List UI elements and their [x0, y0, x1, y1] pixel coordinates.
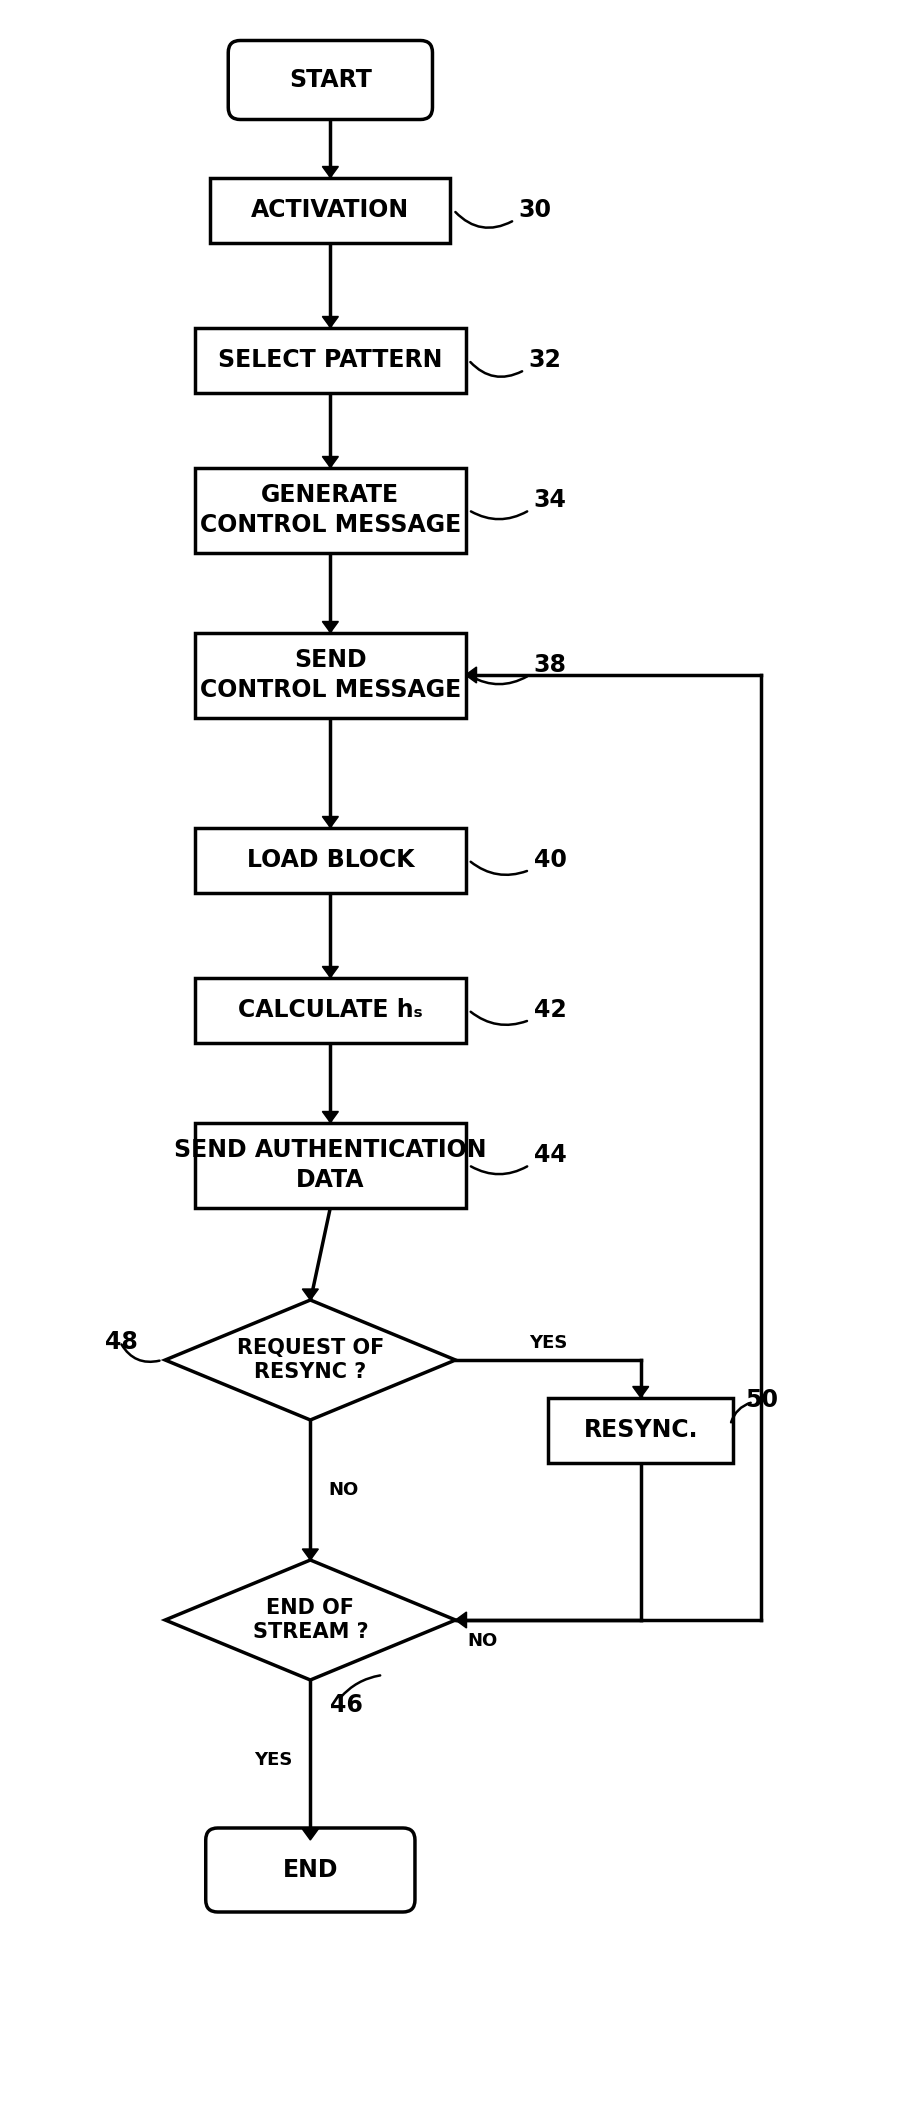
Text: 34: 34 [533, 487, 566, 513]
Text: 50: 50 [744, 1389, 777, 1412]
Polygon shape [465, 666, 476, 683]
Polygon shape [302, 1548, 318, 1561]
FancyBboxPatch shape [206, 1828, 414, 1912]
Polygon shape [302, 1290, 318, 1301]
Text: 46: 46 [330, 1693, 363, 1717]
Text: 30: 30 [518, 197, 551, 223]
Text: 38: 38 [533, 653, 566, 677]
Bar [210, 176, 450, 242]
Text: LOAD BLOCK: LOAD BLOCK [247, 849, 414, 872]
Polygon shape [455, 1611, 466, 1628]
Polygon shape [165, 1561, 455, 1681]
Polygon shape [322, 622, 338, 632]
Text: ACTIVATION: ACTIVATION [251, 197, 409, 223]
Text: 44: 44 [533, 1143, 565, 1166]
Bar [195, 1122, 465, 1208]
Text: RESYNC.: RESYNC. [582, 1418, 697, 1441]
Polygon shape [165, 1301, 455, 1420]
Bar [547, 1397, 732, 1462]
Text: 42: 42 [533, 998, 565, 1021]
Text: CALCULATE hₛ: CALCULATE hₛ [237, 998, 423, 1021]
Bar [195, 469, 465, 553]
Bar [195, 328, 465, 393]
Bar [195, 828, 465, 893]
Bar [195, 977, 465, 1042]
Polygon shape [322, 317, 338, 328]
Polygon shape [322, 966, 338, 977]
Polygon shape [322, 456, 338, 469]
Polygon shape [322, 1111, 338, 1122]
Text: 48: 48 [105, 1330, 138, 1353]
Text: END: END [283, 1857, 338, 1882]
Text: SEND
CONTROL MESSAGE: SEND CONTROL MESSAGE [200, 647, 461, 702]
Text: START: START [289, 67, 371, 92]
Text: NO: NO [467, 1632, 498, 1649]
Polygon shape [322, 166, 338, 176]
Polygon shape [632, 1387, 648, 1397]
FancyBboxPatch shape [228, 40, 432, 120]
Polygon shape [322, 817, 338, 828]
Text: SELECT PATTERN: SELECT PATTERN [218, 349, 442, 372]
Polygon shape [302, 1830, 318, 1840]
Text: SEND AUTHENTICATION
DATA: SEND AUTHENTICATION DATA [174, 1139, 486, 1191]
Text: END OF
STREAM ?: END OF STREAM ? [252, 1597, 368, 1643]
Text: YES: YES [528, 1334, 567, 1353]
Text: YES: YES [254, 1750, 292, 1769]
Bar [195, 632, 465, 719]
Text: REQUEST OF
RESYNC ?: REQUEST OF RESYNC ? [237, 1338, 384, 1382]
Text: NO: NO [328, 1481, 358, 1498]
Text: GENERATE
CONTROL MESSAGE: GENERATE CONTROL MESSAGE [200, 483, 461, 538]
Text: 32: 32 [528, 349, 561, 372]
Text: 40: 40 [533, 849, 566, 872]
